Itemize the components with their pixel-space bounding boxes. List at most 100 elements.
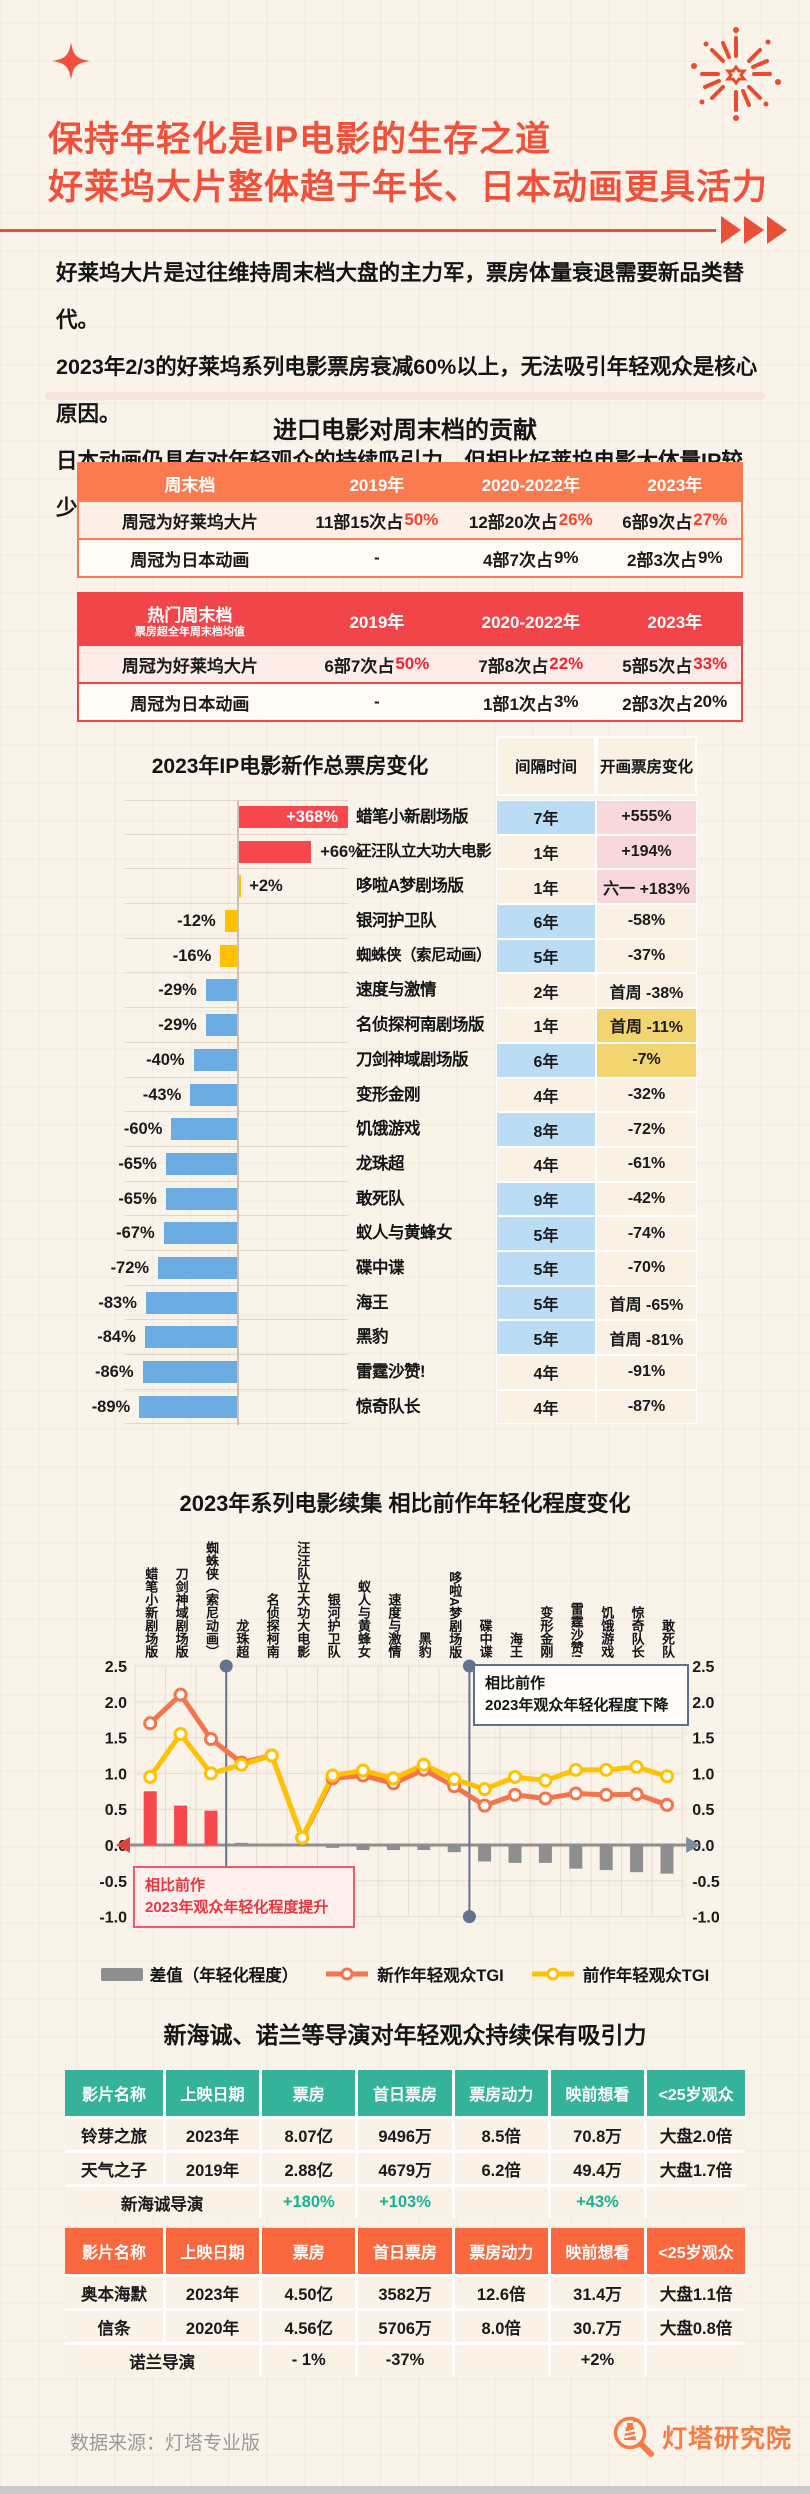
- bar: [165, 1152, 238, 1175]
- diff-bar: [356, 1845, 370, 1851]
- bar-value-label: -29%: [158, 981, 197, 1000]
- value-cell: 1部1次占 3%: [453, 684, 609, 720]
- value-percent: 22%: [549, 654, 584, 673]
- data-point: [568, 1762, 583, 1777]
- open-change-cell: -58%: [596, 904, 697, 939]
- movie-name: 蜡笔小新剧场版: [356, 808, 469, 826]
- bottom-scroll-strip[interactable]: [0, 2486, 810, 2494]
- divider-dot-icon: [462, 1659, 476, 1673]
- bar-plot-area: [125, 1112, 348, 1147]
- summary-label: 新海诚导演: [65, 2187, 260, 2218]
- diff-bar: [630, 1845, 644, 1873]
- open-change-cell: -87%: [596, 1389, 697, 1425]
- value-cell: 12部20次占 26%: [453, 502, 609, 538]
- firework-icon: [691, 27, 781, 121]
- value-cell: 11部15次占 50%: [301, 502, 453, 538]
- row-label: 周冠为好莱坞大片: [121, 512, 258, 532]
- diff-bar: [508, 1845, 522, 1863]
- diff-bar: [417, 1845, 431, 1851]
- page-title: 保持年轻化是IP电影的生存之道 好莱坞大片整体趋于年长、日本动画更具活力: [48, 116, 768, 212]
- data-source: 数据来源：灯塔专业版: [70, 2433, 261, 2454]
- movie-name: 饥饿游戏: [356, 1120, 421, 1139]
- tgi-plot: 2.5 2.52.0 2.01.5 1.51.0 1.00.5 0.50.0 0.0-0.5…: [99, 1659, 719, 1927]
- data-point: [629, 1787, 644, 1802]
- bar-value-label: -65%: [118, 1189, 157, 1208]
- bar-row: -60% 饥饿游戏 8年 -72%: [0, 1112, 810, 1147]
- y-tick-label: 2.0: [105, 1695, 127, 1712]
- bar-plot-area: [125, 973, 348, 1009]
- value-cell: 信条: [65, 2311, 163, 2342]
- bar-plot-area: [125, 1320, 348, 1355]
- bar-value-label: +2%: [249, 877, 283, 896]
- column-header-main: 周末档: [164, 475, 216, 495]
- value-text: 6部7次占: [324, 656, 395, 676]
- table-row: 周冠为日本动画 -1部1次占 3% 2部3次占 20%: [79, 682, 741, 720]
- data-point: [204, 1766, 218, 1781]
- column-header-year: 2020-2022年: [481, 612, 580, 632]
- bar-plot-area: [125, 1286, 348, 1321]
- movie-name: 汪汪队立大功大电影: [356, 842, 492, 860]
- table-row: 奥本海默 2023年 4.50亿 3582万 12.6倍 31.4万 大盘1.1倍: [65, 2277, 745, 2308]
- column-header-year: 2019年: [349, 475, 405, 495]
- summary-value: [454, 2187, 548, 2218]
- gap-cell: 1年: [496, 1008, 596, 1043]
- value-cell: 大盘1.7倍: [647, 2153, 745, 2184]
- column-header: 票房: [262, 2070, 356, 2116]
- data-point: [477, 1798, 492, 1813]
- value-percent: 50%: [404, 510, 439, 529]
- open-change-cell: -61%: [596, 1146, 697, 1182]
- data-point: [204, 1732, 218, 1747]
- value-text: -: [374, 692, 380, 711]
- bar-plot-area: [125, 904, 348, 939]
- open-change-cell: +555%: [596, 800, 697, 835]
- bar-plot-area: [125, 869, 348, 905]
- column-header-year: 2023年: [647, 475, 703, 495]
- open-change-cell: 六一 +183%: [596, 869, 697, 905]
- bar-value-label: -60%: [123, 1120, 163, 1139]
- data-point: [447, 1772, 462, 1787]
- bar-row: -12% 银河护卫队 6年 -58%: [0, 904, 810, 939]
- value-cell: 2019年: [165, 2153, 260, 2184]
- value-text: 5部5次占: [622, 656, 693, 676]
- value-cell: 铃芽之旅: [65, 2119, 163, 2150]
- annotation-improve: 相比前作 2023年观众年轻化程度提升: [133, 1866, 355, 1928]
- x-axis-label: 蜘蛛侠（索尼动画）: [204, 1541, 219, 1658]
- bar-value-label: -89%: [91, 1397, 131, 1416]
- value-cell: 31.4万: [550, 2277, 645, 2308]
- diff-bar: [386, 1845, 400, 1851]
- open-change-cell: -72%: [596, 1112, 697, 1147]
- table-row: 天气之子 2019年 2.88亿 4679万 6.2倍 49.4万 大盘1.7倍: [65, 2153, 745, 2184]
- bar-plot-area: [125, 1182, 348, 1217]
- data-point: [356, 1763, 370, 1778]
- ip-table-header-gap: 间隔时间: [496, 736, 596, 796]
- bar-row: -72% 碟中谍 5年 -70%: [0, 1250, 810, 1286]
- x-axis-label: 碟中谍: [477, 1619, 493, 1658]
- bar-plot-area: [125, 1078, 348, 1113]
- data-point: [173, 1727, 188, 1742]
- axis-left-arrow-icon: [116, 1837, 130, 1853]
- bar-plot-area: [125, 1390, 348, 1425]
- bar-value-label: -72%: [110, 1258, 150, 1277]
- diff-bar: [326, 1845, 340, 1848]
- bar: [238, 806, 348, 828]
- column-header: 影片名称: [65, 2228, 163, 2274]
- value-cell: 大盘0.8倍: [647, 2311, 745, 2342]
- ip-zero-axis: [237, 800, 239, 1425]
- column-header-year: 2019年: [349, 612, 405, 632]
- column-header: 票房动力: [454, 2070, 548, 2116]
- tgi-x-labels: 蜡笔小新剧场版 刀剑神域剧场版 蜘蛛侠（索尼动画） 龙珠超 名侦探柯南 汪汪队立大功大电影…: [30, 1520, 780, 1658]
- open-change-cell: -7%: [596, 1042, 697, 1078]
- summary-value: [454, 2345, 548, 2376]
- data-point: [264, 1748, 279, 1763]
- gap-cell: 1年: [496, 834, 596, 870]
- title-divider: [0, 229, 716, 232]
- column-header: <25岁观众: [647, 2070, 745, 2116]
- data-point: [386, 1771, 401, 1786]
- bar-value-label: -43%: [142, 1085, 182, 1104]
- value-text: 7部8次占: [478, 656, 549, 676]
- gap-cell: 5年: [496, 1285, 596, 1321]
- bar-value-label: -67%: [116, 1224, 155, 1243]
- bar: [145, 1291, 238, 1314]
- summary-value: - 1%: [262, 2345, 356, 2376]
